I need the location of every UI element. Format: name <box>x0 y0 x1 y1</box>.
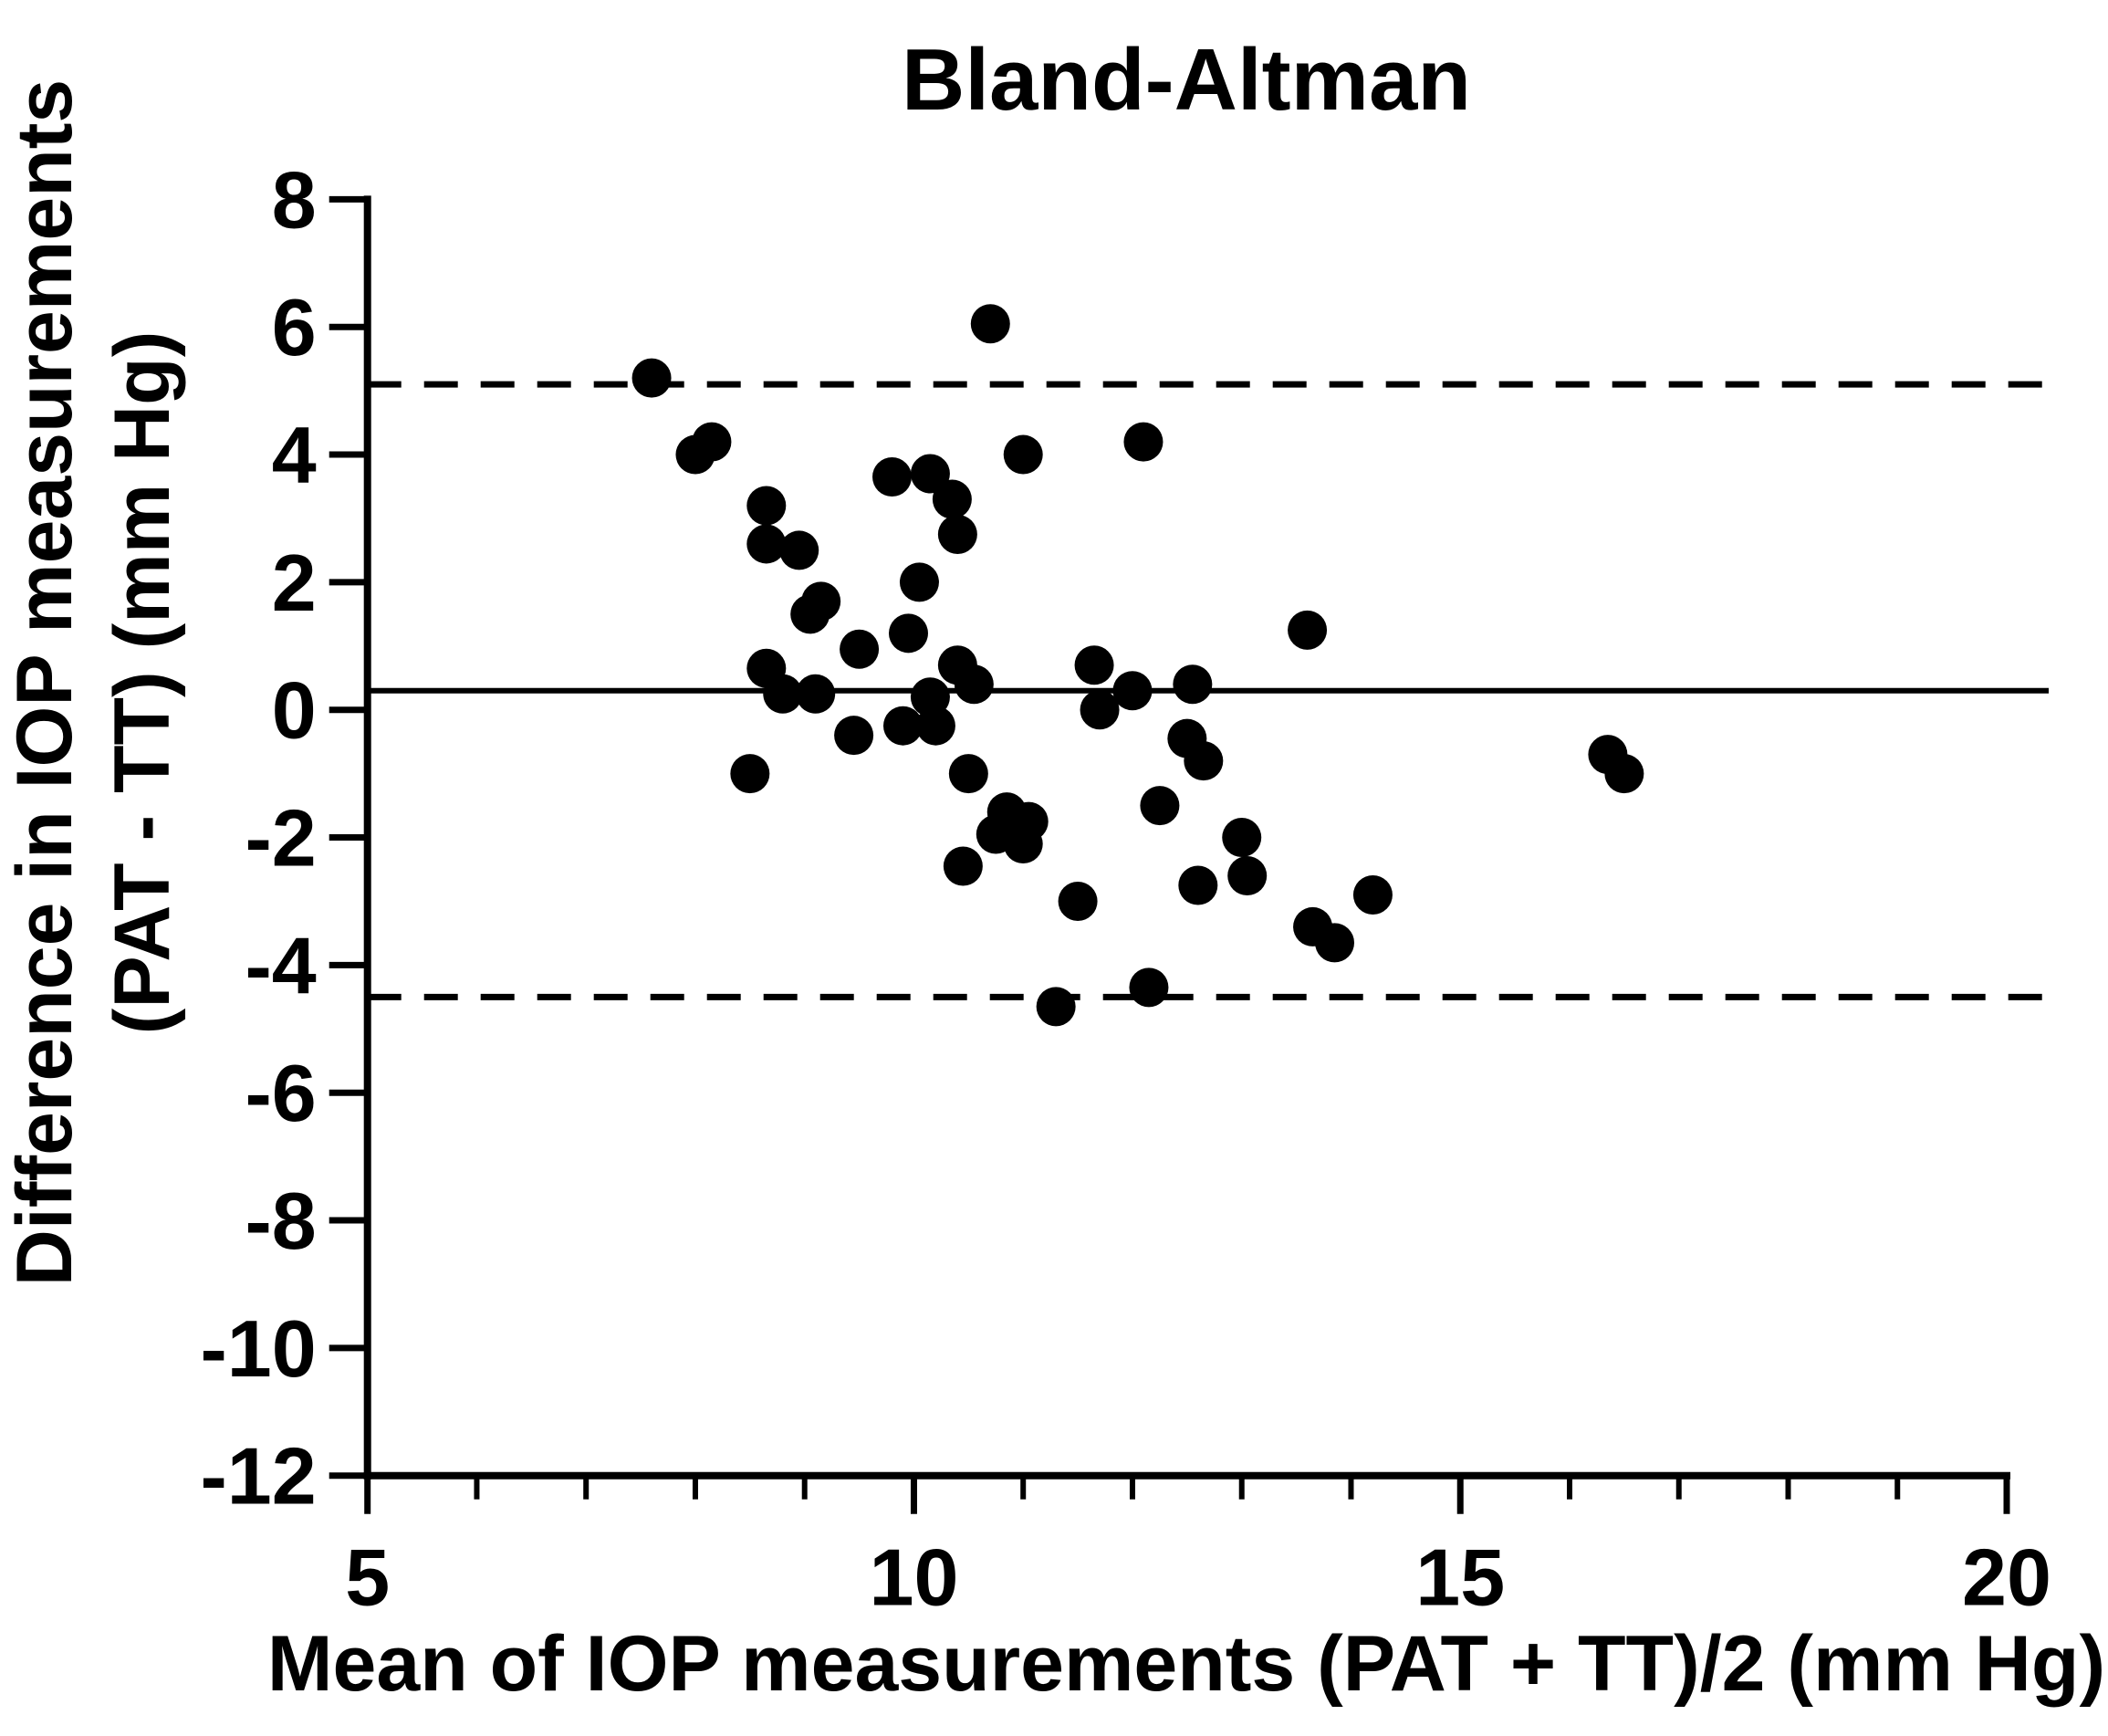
data-point <box>834 716 874 756</box>
axis-ticks <box>329 195 2010 1514</box>
data-point <box>730 754 770 794</box>
data-point <box>746 524 787 564</box>
data-point <box>1074 645 1114 685</box>
data-point <box>1222 818 1262 858</box>
data-point <box>1352 874 1393 915</box>
data-point <box>1178 865 1218 905</box>
data-point <box>1140 786 1180 826</box>
data-point <box>840 629 880 669</box>
y-tick-label: -4 <box>245 920 316 1010</box>
data-point <box>763 674 803 714</box>
data-point <box>796 674 836 714</box>
y-tick-label: 6 <box>272 282 317 372</box>
data-point <box>1184 741 1224 781</box>
data-point <box>746 486 787 526</box>
y-tick-label: -6 <box>245 1048 316 1138</box>
data-point <box>1080 690 1120 730</box>
y-axis-label-line2: (PAT - TT) (mm Hg) <box>99 331 186 1035</box>
x-tick-label: 15 <box>1415 1532 1505 1623</box>
data-point <box>888 613 928 654</box>
x-tick-label: 5 <box>345 1532 390 1623</box>
data-point <box>915 706 955 746</box>
y-tick-label: -2 <box>245 793 316 884</box>
data-point <box>692 422 732 462</box>
x-axis-label: Mean of IOP measurements (PAT + TT)/2 (m… <box>267 1620 2105 1708</box>
data-point <box>1003 434 1043 475</box>
y-tick-label: 2 <box>272 538 317 628</box>
data-point <box>1003 824 1043 864</box>
y-tick-label: 4 <box>272 410 317 500</box>
y-tick-label: -8 <box>245 1176 316 1266</box>
data-point <box>899 562 939 602</box>
y-tick-label: -10 <box>201 1303 317 1394</box>
data-points <box>631 304 1644 1027</box>
data-point <box>1604 754 1644 794</box>
data-point <box>1112 671 1153 711</box>
x-tick-label: 10 <box>870 1532 959 1623</box>
data-point <box>1129 967 1169 1008</box>
data-point <box>882 706 923 746</box>
y-tick-label: 8 <box>272 154 317 245</box>
data-point <box>932 479 972 519</box>
chart-title: Bland-Altman <box>902 31 1471 129</box>
data-point <box>1173 664 1213 705</box>
data-point <box>1315 923 1355 963</box>
data-point <box>779 530 819 570</box>
y-tick-label: 0 <box>272 665 317 756</box>
data-point <box>1123 422 1164 462</box>
y-tick-label: -12 <box>201 1431 317 1522</box>
data-point <box>954 664 994 705</box>
data-point <box>937 514 977 554</box>
data-point <box>631 358 672 398</box>
data-point <box>1227 855 1268 895</box>
data-point <box>1058 881 1098 921</box>
data-point <box>943 846 983 886</box>
data-point <box>1036 987 1076 1027</box>
x-tick-label: 20 <box>1962 1532 2051 1623</box>
data-point <box>801 581 841 622</box>
data-point <box>970 304 1010 344</box>
y-axis-label-line1: Difference in IOP measurements <box>1 79 89 1286</box>
data-point <box>910 454 950 494</box>
axes <box>363 195 2010 1480</box>
data-point <box>1288 610 1328 650</box>
data-point <box>948 754 988 794</box>
data-point <box>872 457 913 497</box>
